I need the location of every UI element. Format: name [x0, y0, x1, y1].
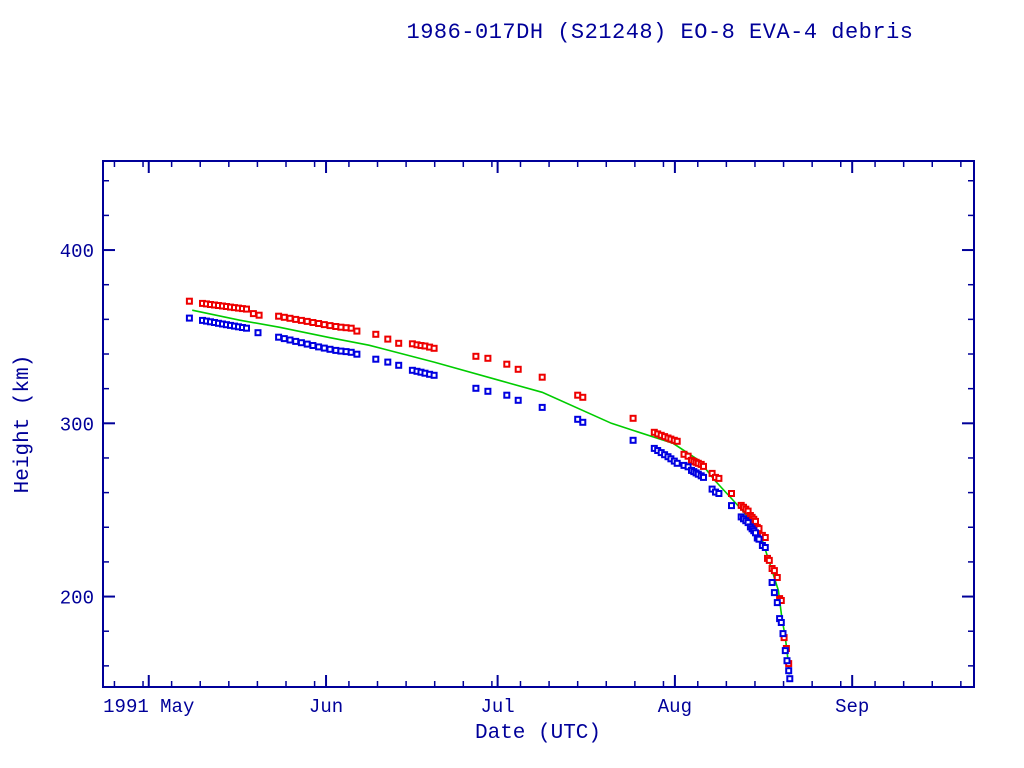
perigee-height-point — [785, 667, 793, 675]
apogee-height-point — [700, 462, 707, 470]
perigee-height-point — [700, 473, 707, 481]
y-tick-label: 300 — [60, 414, 94, 436]
apogee-height-point — [673, 437, 681, 445]
perigee-height-point — [781, 647, 789, 655]
perigee-height-point — [275, 333, 283, 341]
apogee-height-point — [372, 330, 380, 338]
perigee-height-point — [629, 436, 637, 444]
apogee-height-point — [326, 322, 334, 330]
perigee-height-point — [715, 490, 723, 497]
perigee-height-point — [309, 342, 317, 349]
perigee-height-point — [320, 344, 328, 352]
perigee-height-point — [728, 502, 735, 510]
x-tick-label: Jul — [480, 696, 514, 718]
perigee-height-point — [372, 355, 380, 363]
plot-axes: 1991 May Jun Jul Aug Sep 200 300 400 — [60, 160, 975, 718]
apogee-height-point — [243, 305, 250, 313]
y-axis-title: Height (km) — [12, 355, 35, 494]
apogee-height-point — [292, 315, 300, 323]
mean-height-fit — [192, 309, 791, 675]
perigee-height-point — [761, 544, 769, 551]
apogee-height-point — [579, 393, 587, 401]
chart-title: 1986-017DH (S21248) EO-8 EVA-4 debris — [407, 20, 914, 45]
apogee-height-point — [629, 414, 637, 422]
y-tick-label: 400 — [60, 241, 94, 263]
perigee-height-point — [315, 343, 323, 351]
x-tick-label: 1991 May — [103, 696, 194, 718]
apogee-height-point — [773, 574, 781, 581]
apogee-height-point — [765, 556, 773, 564]
perigee-height-point — [503, 391, 511, 399]
x-tick-label: Jun — [309, 696, 343, 718]
apogee-height-point — [538, 373, 546, 381]
perigee-height-point — [297, 339, 305, 347]
perigee-height-point — [353, 350, 361, 358]
apogee-height-point — [286, 314, 294, 322]
perigee-height-point — [185, 314, 193, 322]
perigee-height-point — [395, 361, 403, 369]
perigee-height-point — [538, 403, 546, 411]
perigee-height-point — [786, 675, 794, 683]
apogee-height-point — [514, 365, 522, 373]
apogee-height-point — [770, 567, 778, 575]
y-tick-label: 200 — [60, 588, 94, 610]
apogee-height-point — [503, 360, 511, 368]
apogee-height-point — [303, 317, 311, 325]
perigee-height-point — [243, 324, 250, 332]
apogee-height-point — [255, 311, 263, 319]
apogee-height-point — [472, 352, 480, 360]
apogee-height-point — [309, 319, 317, 326]
apogee-height-point — [395, 339, 403, 347]
apogee-height-point — [347, 324, 355, 332]
x-tick-label: Aug — [658, 696, 692, 718]
apogee-height-point — [353, 327, 361, 335]
x-tick-label: Sep — [835, 696, 869, 718]
apogee-height-point — [728, 490, 735, 497]
apogee-height-point — [752, 517, 759, 525]
perigee-height-point — [280, 335, 288, 343]
apogee-height-point — [297, 316, 305, 324]
apogee-height-point — [249, 310, 257, 318]
perigee-height — [185, 314, 794, 683]
apogee-height-point — [715, 474, 723, 482]
perigee-height-point — [484, 387, 492, 395]
apogee-height-point — [275, 312, 283, 320]
perigee-height-point — [384, 358, 392, 366]
perigee-height-point — [286, 336, 294, 344]
apogee-height-point — [761, 534, 769, 541]
perigee-height-point — [254, 329, 262, 337]
perigee-height-point — [779, 630, 787, 638]
perigee-height-point — [755, 535, 763, 543]
apogee-height-point — [185, 297, 193, 305]
perigee-height-point — [430, 371, 438, 379]
perigee-height-point — [773, 599, 781, 607]
perigee-height-point — [292, 337, 300, 345]
perigee-height-point — [770, 589, 778, 597]
apogee-height-point — [320, 321, 328, 329]
perigee-height-point — [777, 619, 785, 626]
perigee-height-point — [347, 348, 355, 356]
perigee-height-point — [768, 579, 776, 586]
perigee-height-point — [514, 396, 522, 404]
apogee-height-point — [315, 320, 323, 327]
plot-series — [185, 297, 794, 683]
apogee-height-point — [384, 335, 392, 343]
perigee-height-point — [579, 418, 587, 426]
perigee-height-point — [783, 657, 791, 665]
apogee-height-point — [484, 354, 492, 362]
apogee-height — [185, 297, 793, 668]
perigee-height-point — [326, 345, 334, 353]
apogee-height-point — [280, 313, 288, 321]
perigee-height-point — [673, 459, 681, 467]
x-axis-title: Date (UTC) — [475, 722, 601, 745]
perigee-height-point — [472, 384, 480, 392]
perigee-height-point — [303, 340, 311, 348]
apogee-height-point — [430, 344, 438, 352]
